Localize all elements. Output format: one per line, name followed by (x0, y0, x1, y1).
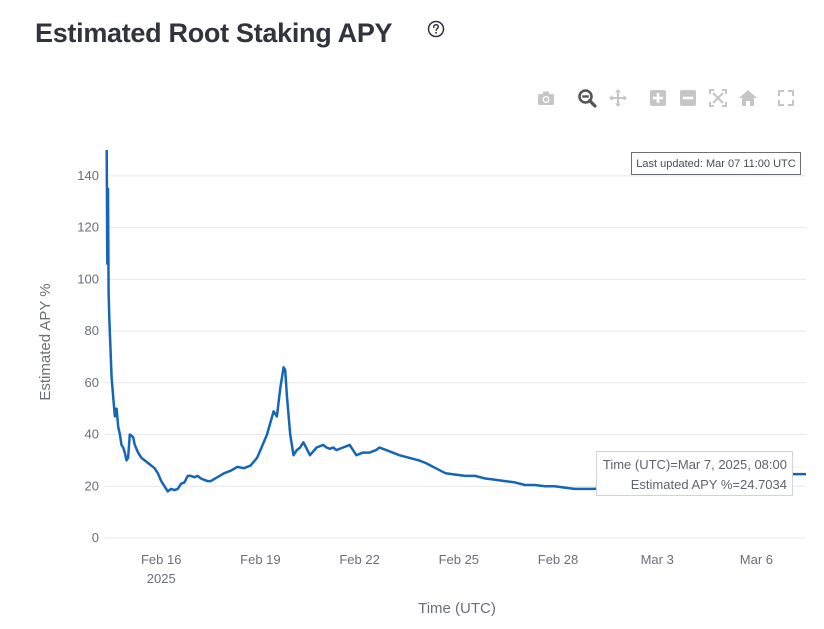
y-tick-label: 120 (77, 220, 99, 235)
zoom-out-icon[interactable] (678, 88, 698, 108)
x-tick-label: Feb 16 (141, 552, 181, 567)
y-axis-title: Estimated APY % (37, 283, 54, 400)
x-axis-title: Time (UTC) (418, 600, 496, 617)
camera-icon[interactable] (536, 88, 556, 108)
series-layer (105, 150, 806, 493)
page-title: Estimated Root Staking APY (35, 18, 393, 48)
series-line[interactable] (105, 150, 806, 493)
x-tick-sublabel: 2025 (147, 571, 176, 586)
x-tick-label: Mar 6 (740, 552, 773, 567)
y-tick-label: 60 (85, 375, 99, 390)
x-tick-label: Feb 25 (439, 552, 479, 567)
pan-icon[interactable] (608, 88, 628, 108)
autoscale-icon[interactable] (708, 88, 728, 108)
x-axis-ticks: Feb 16 2025 Feb 19 Feb 22 Feb 25 Feb 28 Mar 3 M… (141, 552, 773, 586)
x-tick-label: Feb 19 (240, 552, 280, 567)
y-tick-label: 40 (85, 427, 99, 442)
question-circle-icon[interactable] (427, 20, 445, 38)
x-tick-label: Feb 28 (538, 552, 578, 567)
y-tick-label: 80 (85, 323, 99, 338)
hover-time-text: Time (UTC)=Mar 7, 2025, 08:00 (602, 457, 787, 472)
y-tick-label: 20 (85, 478, 99, 493)
last-updated-text: Last updated: Mar 07 11:00 UTC (636, 157, 796, 170)
hover-tooltip: Time (UTC)=Mar 7, 2025, 08:00 Estimated … (596, 451, 793, 496)
reset-axes-icon[interactable] (738, 88, 758, 108)
y-tick-label: 100 (77, 271, 99, 286)
y-tick-label: 0 (92, 530, 99, 545)
y-tick-label: 140 (77, 168, 99, 183)
zoom-in-icon[interactable] (648, 88, 668, 108)
grid-lines (105, 175, 806, 539)
x-tick-label: Feb 22 (339, 552, 379, 567)
fullscreen-icon[interactable] (776, 88, 796, 108)
y-axis-ticks: 0 20 40 60 80 100 120 140 (77, 168, 99, 545)
x-tick-label: Mar 3 (641, 552, 674, 567)
last-updated-annotation: Last updated: Mar 07 11:00 UTC (631, 152, 801, 175)
zoom-icon[interactable] (577, 88, 597, 108)
hover-apy-text: Estimated APY %=24.7034 (630, 477, 787, 492)
